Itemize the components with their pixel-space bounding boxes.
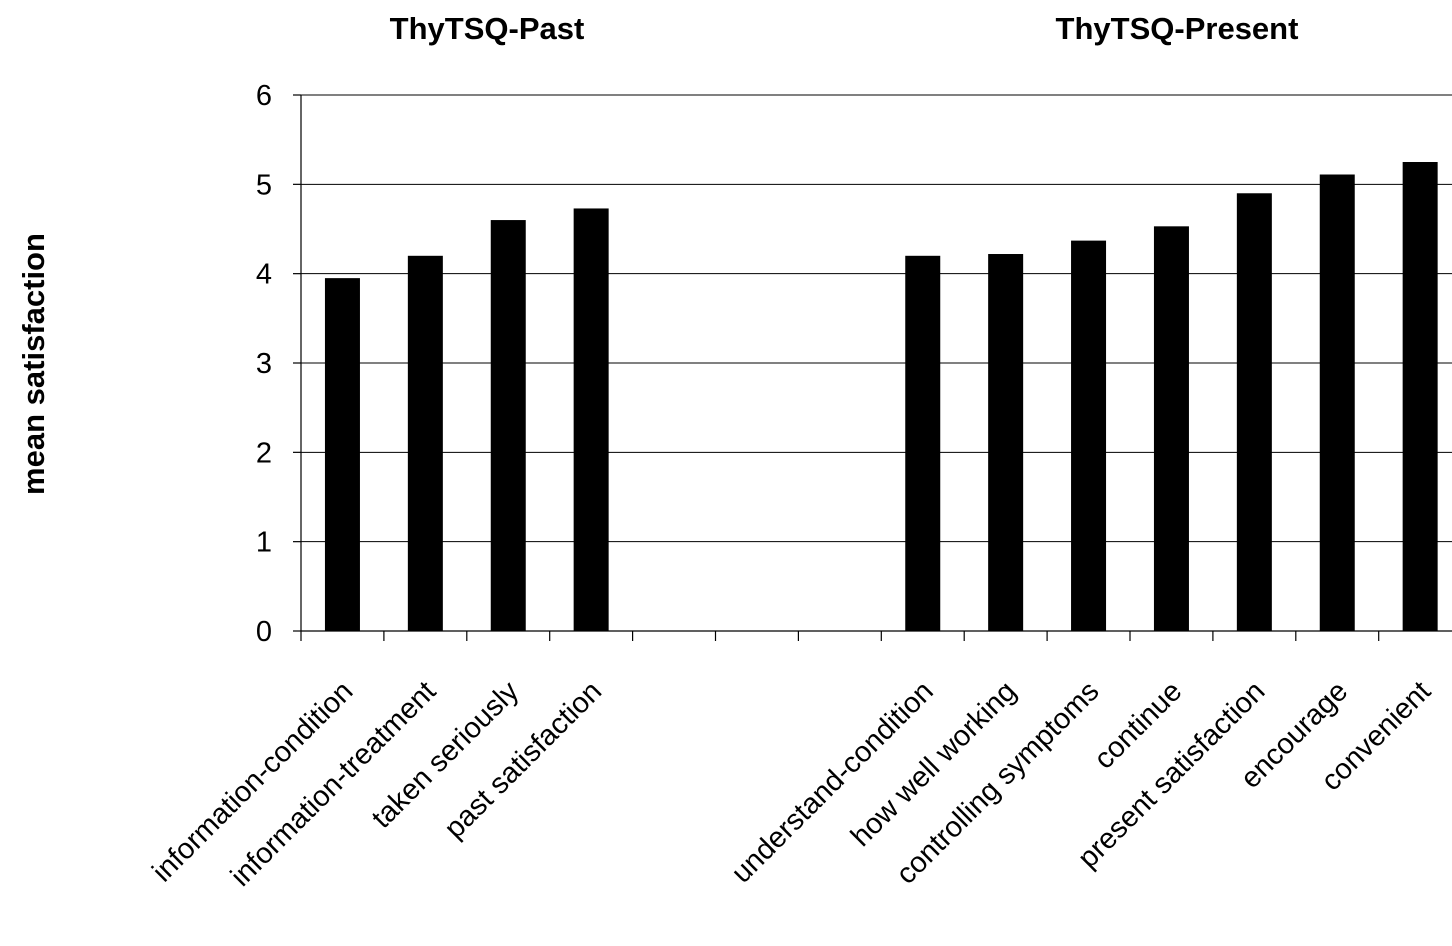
bar bbox=[407, 255, 443, 632]
y-tick-label: 3 bbox=[256, 348, 272, 380]
bar bbox=[573, 208, 609, 631]
y-tick-label: 0 bbox=[256, 616, 272, 648]
panel-title-past: ThyTSQ-Past bbox=[390, 11, 585, 46]
bar bbox=[905, 255, 941, 632]
bar bbox=[1402, 162, 1438, 631]
panel-title-present: ThyTSQ-Present bbox=[1056, 11, 1299, 46]
bars bbox=[324, 162, 1438, 632]
y-tick-label: 1 bbox=[256, 527, 272, 559]
bar bbox=[1071, 240, 1107, 631]
bar bbox=[1153, 226, 1189, 631]
y-tick-label: 2 bbox=[256, 437, 272, 469]
y-tick-label: 6 bbox=[256, 80, 272, 112]
x-tick-label: taken seriously bbox=[366, 675, 526, 835]
gridlines bbox=[301, 94, 1452, 543]
x-tick-labels: information-conditioninformation-treatme… bbox=[146, 675, 1437, 893]
y-tick-label: 5 bbox=[256, 169, 272, 201]
bar bbox=[988, 254, 1024, 631]
bar bbox=[1319, 174, 1355, 632]
bar bbox=[1236, 193, 1272, 631]
x-tick-label: past satisfaction bbox=[438, 675, 608, 845]
axes bbox=[293, 94, 1452, 641]
bar bbox=[490, 220, 526, 632]
bar bbox=[324, 278, 360, 631]
y-axis-label: mean satisfaction bbox=[16, 233, 51, 495]
y-tick-labels: 0 1 2 3 4 5 6 bbox=[256, 80, 272, 648]
y-tick-label: 4 bbox=[256, 259, 272, 291]
